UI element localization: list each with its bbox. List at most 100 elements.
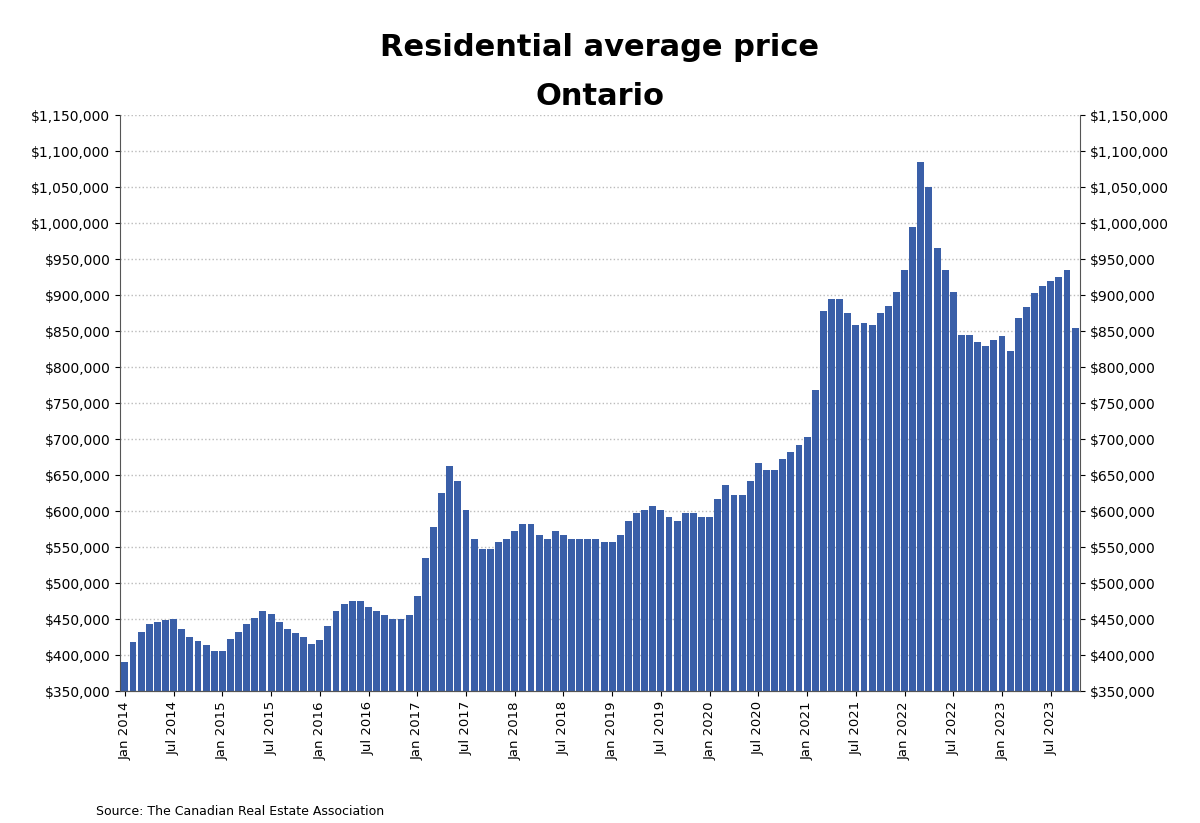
Bar — [487, 550, 494, 823]
Bar — [251, 618, 258, 823]
Bar — [966, 335, 973, 823]
Bar — [584, 539, 592, 823]
Bar — [349, 601, 355, 823]
Bar — [268, 614, 275, 823]
Bar — [259, 611, 266, 823]
Bar — [893, 291, 900, 823]
Bar — [779, 459, 786, 823]
Bar — [479, 550, 486, 823]
Bar — [154, 622, 161, 823]
Bar — [649, 506, 656, 823]
Bar — [869, 325, 876, 823]
Bar — [682, 514, 689, 823]
Bar — [690, 514, 697, 823]
Bar — [608, 542, 616, 823]
Bar — [820, 311, 827, 823]
Bar — [860, 323, 868, 823]
Bar — [300, 637, 307, 823]
Bar — [974, 342, 982, 823]
Bar — [658, 509, 665, 823]
Bar — [714, 499, 721, 823]
Bar — [722, 485, 730, 823]
Bar — [852, 325, 859, 823]
Bar — [617, 535, 624, 823]
Bar — [1022, 308, 1030, 823]
Bar — [284, 630, 290, 823]
Bar — [292, 633, 299, 823]
Bar — [772, 470, 778, 823]
Bar — [836, 299, 844, 823]
Bar — [796, 445, 803, 823]
Bar — [235, 632, 242, 823]
Bar — [641, 509, 648, 823]
Bar — [382, 615, 389, 823]
Bar — [390, 619, 396, 823]
Bar — [324, 625, 331, 823]
Bar — [211, 651, 217, 823]
Bar — [332, 611, 340, 823]
Bar — [593, 539, 599, 823]
Bar — [763, 470, 770, 823]
Bar — [455, 481, 461, 823]
Bar — [1072, 328, 1079, 823]
Text: Ontario: Ontario — [535, 82, 665, 111]
Bar — [244, 625, 250, 823]
Bar — [462, 509, 469, 823]
Bar — [130, 642, 137, 823]
Bar — [673, 521, 680, 823]
Bar — [422, 558, 428, 823]
Bar — [804, 437, 810, 823]
Bar — [145, 625, 152, 823]
Bar — [755, 463, 762, 823]
Bar — [739, 495, 745, 823]
Bar — [1015, 319, 1021, 823]
Bar — [186, 637, 193, 823]
Bar — [845, 314, 851, 823]
Bar — [446, 466, 454, 823]
Bar — [503, 539, 510, 823]
Bar — [601, 542, 607, 823]
Bar — [194, 641, 202, 823]
Bar — [218, 651, 226, 823]
Bar — [746, 481, 754, 823]
Bar — [568, 539, 575, 823]
Bar — [520, 524, 527, 823]
Bar — [162, 620, 169, 823]
Bar — [560, 535, 566, 823]
Bar — [877, 314, 883, 823]
Bar — [544, 539, 551, 823]
Bar — [470, 539, 478, 823]
Bar — [634, 514, 640, 823]
Bar — [934, 249, 941, 823]
Bar — [1056, 277, 1062, 823]
Bar — [317, 640, 323, 823]
Bar — [430, 527, 437, 823]
Bar — [496, 542, 502, 823]
Bar — [227, 639, 234, 823]
Bar — [828, 299, 835, 823]
Bar — [1031, 293, 1038, 823]
Bar — [138, 632, 144, 823]
Bar — [373, 611, 380, 823]
Text: Source: The Canadian Real Estate Association: Source: The Canadian Real Estate Associa… — [96, 805, 384, 818]
Bar — [1063, 270, 1070, 823]
Bar — [901, 270, 908, 823]
Bar — [397, 619, 404, 823]
Bar — [356, 601, 364, 823]
Bar — [958, 335, 965, 823]
Bar — [535, 535, 542, 823]
Bar — [925, 188, 932, 823]
Bar — [731, 495, 738, 823]
Bar — [276, 622, 283, 823]
Bar — [998, 337, 1006, 823]
Bar — [990, 340, 997, 823]
Bar — [950, 291, 956, 823]
Bar — [203, 644, 210, 823]
Bar — [511, 532, 518, 823]
Bar — [341, 604, 348, 823]
Bar — [917, 162, 924, 823]
Bar — [365, 607, 372, 823]
Bar — [576, 539, 583, 823]
Bar — [942, 270, 949, 823]
Bar — [552, 532, 559, 823]
